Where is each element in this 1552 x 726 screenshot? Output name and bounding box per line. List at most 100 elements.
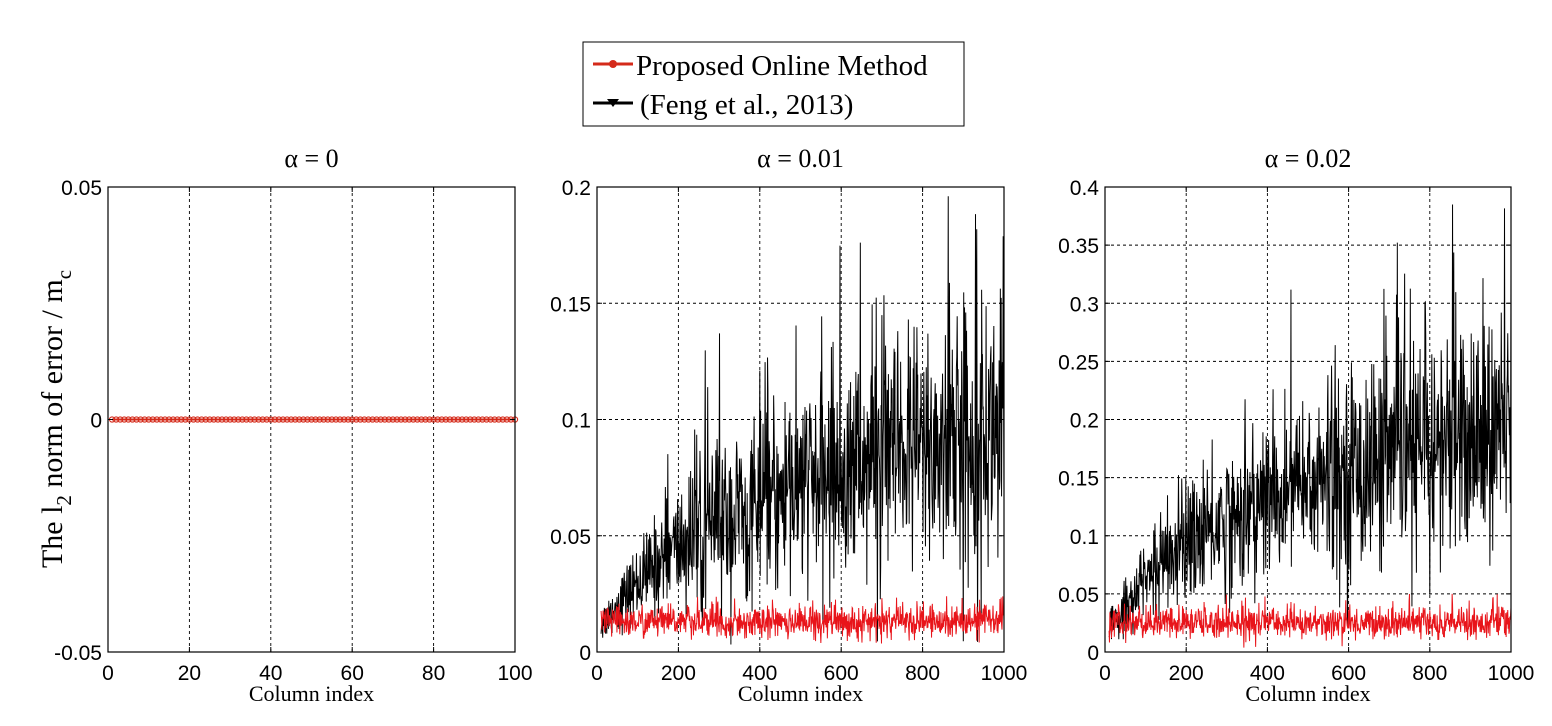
data-point <box>304 416 311 423</box>
y-tick-label: 0.2 <box>1070 410 1099 433</box>
data-point <box>125 416 132 423</box>
data-point <box>218 416 226 423</box>
data-point <box>112 416 120 423</box>
x-tick-label: 400 <box>742 662 777 685</box>
data-point <box>161 416 169 423</box>
panel-title: α = 0.02 <box>1265 144 1352 173</box>
data-point <box>324 416 331 423</box>
data-point <box>251 416 258 423</box>
data-point <box>194 416 201 423</box>
data-point <box>491 416 498 423</box>
data-point <box>357 416 364 423</box>
data-point <box>231 416 238 423</box>
data-point <box>287 416 295 423</box>
data-point <box>353 416 360 423</box>
data-point <box>499 416 506 423</box>
data-point <box>198 416 205 423</box>
data-point <box>239 416 246 423</box>
x-tick-label: 20 <box>178 662 201 685</box>
data-point <box>279 416 287 423</box>
data-point <box>137 416 144 423</box>
y-tick-label: 0.05 <box>61 177 102 200</box>
x-tick-label: 1000 <box>981 662 1028 685</box>
data-point <box>226 416 234 423</box>
data-point <box>255 416 262 423</box>
data-point <box>214 416 222 423</box>
data-point <box>397 416 405 423</box>
data-point <box>458 416 466 423</box>
data-point <box>190 416 197 423</box>
data-point <box>157 416 165 423</box>
data-point <box>165 416 173 423</box>
data-point <box>271 416 279 423</box>
data-point <box>222 416 230 423</box>
x-tick-label: 800 <box>1412 662 1447 685</box>
panel-title: α = 0.01 <box>757 144 844 173</box>
data-point <box>320 416 327 423</box>
series-line-feng <box>600 196 1005 645</box>
y-axis-label: The l2 norm of error / mc <box>36 270 76 568</box>
data-point <box>471 416 478 423</box>
data-point <box>259 416 266 423</box>
panel-alpha-0-02: 0 200 400 600 800 1000 0 0.05 0.1 0.15 0.2 0.25 0.3 0… <box>1058 144 1534 706</box>
data-point <box>422 416 429 423</box>
data-point <box>369 416 376 423</box>
y-axis-label-main: The l <box>36 506 69 568</box>
x-axis-label: Column index <box>1245 681 1370 706</box>
series-line-proposed <box>600 596 1005 644</box>
legend-label-feng: (Feng et al., 2013) <box>640 89 853 121</box>
data-point <box>487 416 494 423</box>
x-tick-label: 400 <box>1250 662 1285 685</box>
data-point <box>296 416 303 423</box>
data-point <box>263 416 270 423</box>
data-point <box>418 416 425 423</box>
data-point <box>145 416 152 423</box>
panel-title: α = 0 <box>284 144 338 173</box>
data-point <box>426 416 433 423</box>
y-tick-label: 0 <box>579 642 591 665</box>
y-tick-label: 0.1 <box>1070 526 1099 549</box>
data-point <box>410 416 417 423</box>
data-point <box>454 416 462 423</box>
data-point <box>406 416 413 423</box>
data-point <box>336 416 344 423</box>
data-point <box>414 416 421 423</box>
y-tick-label: 0.25 <box>1058 351 1099 374</box>
series-line-proposed <box>1108 593 1512 648</box>
y-tick-label: 0 <box>90 410 102 433</box>
x-tick-label: 0 <box>102 662 114 685</box>
data-point <box>243 416 250 423</box>
data-point <box>401 416 409 423</box>
x-tick-label: 1000 <box>1488 662 1535 685</box>
data-point <box>377 416 384 423</box>
data-point <box>475 416 482 423</box>
data-point <box>169 416 177 423</box>
data-point <box>300 416 307 423</box>
data-point <box>328 416 335 423</box>
legend-box <box>582 41 965 127</box>
y-tick-label: 0.15 <box>1058 468 1099 491</box>
data-point <box>479 416 486 423</box>
data-point <box>153 416 160 423</box>
data-point <box>434 416 441 423</box>
data-point <box>393 416 401 423</box>
data-point <box>129 416 136 423</box>
series-line-feng <box>1108 204 1512 640</box>
data-point <box>467 416 474 423</box>
data-point <box>149 416 156 423</box>
data-point <box>483 416 490 423</box>
data-point <box>292 416 299 423</box>
y-tick-label: 0.4 <box>1070 177 1100 200</box>
legend-marker-feng <box>607 99 619 107</box>
data-point <box>438 416 445 423</box>
data-point <box>340 416 348 423</box>
x-tick-label: 100 <box>497 662 532 685</box>
y-axis-label-mid: norm of error / m <box>36 279 69 495</box>
data-point <box>389 416 397 423</box>
x-tick-label: 0 <box>1099 662 1111 685</box>
y-tick-label: 0.05 <box>550 526 591 549</box>
data-point <box>365 416 372 423</box>
x-tick-label: 200 <box>661 662 696 685</box>
